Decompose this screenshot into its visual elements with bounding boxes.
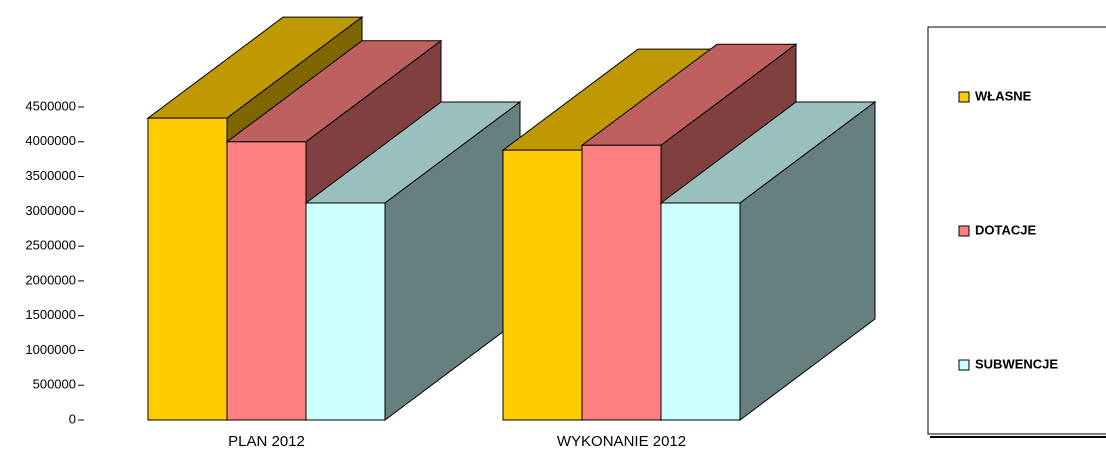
legend-label: WŁASNE	[975, 88, 1032, 103]
bar	[226, 141, 307, 421]
x-tick-label: WYKONANIE 2012	[557, 433, 686, 450]
bar	[147, 117, 228, 421]
legend-swatch	[958, 359, 970, 371]
x-tick-label: PLAN 2012	[228, 433, 305, 450]
y-tick-label: 1000000	[25, 342, 76, 357]
y-tick-label: 2000000	[25, 272, 76, 287]
y-tick-label: 4500000	[25, 98, 76, 113]
y-tick-label: 3500000	[25, 168, 76, 183]
y-tick-label: 500000	[33, 377, 76, 392]
legend-swatch	[958, 225, 970, 237]
bar	[502, 149, 583, 421]
y-tick-label: 0	[69, 411, 76, 426]
legend-label: SUBWENCJE	[975, 356, 1058, 371]
y-tick-label: 2500000	[25, 238, 76, 253]
legend-label: DOTACJE	[975, 222, 1036, 237]
y-tick-label: 3000000	[25, 203, 76, 218]
y-tick-label: 1500000	[25, 307, 76, 322]
bar	[660, 202, 741, 421]
bar	[305, 202, 386, 421]
legend-box	[927, 26, 1106, 435]
bar	[581, 144, 662, 421]
y-tick-label: 4000000	[25, 133, 76, 148]
legend-swatch	[958, 91, 970, 103]
